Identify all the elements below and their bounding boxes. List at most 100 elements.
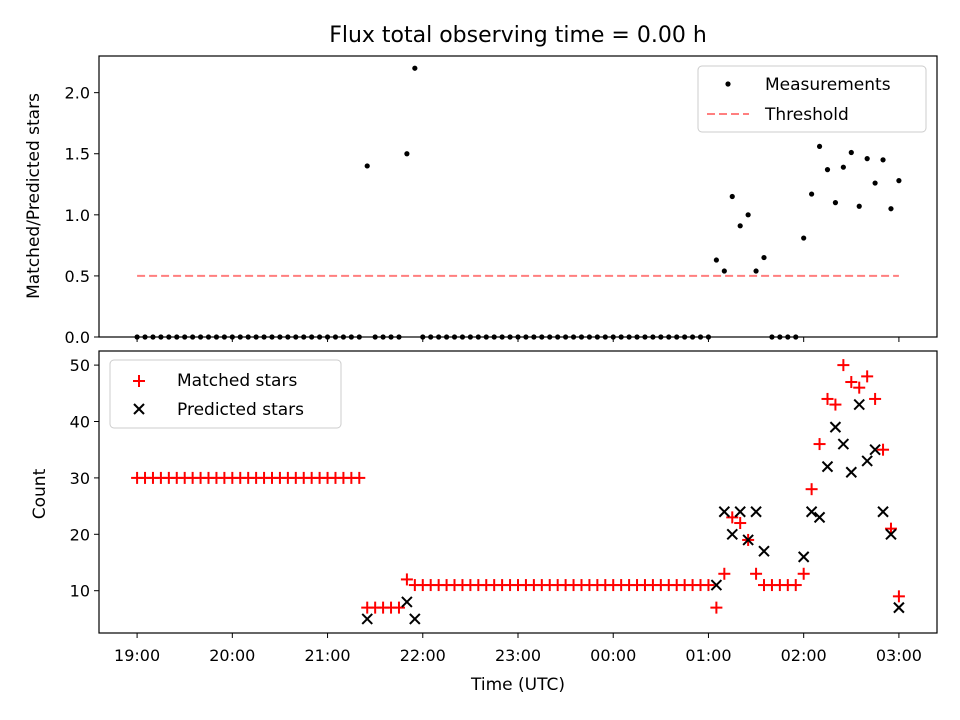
measurement-point [761,254,767,261]
chart-title: Flux total observing time = 0.00 h [329,23,707,48]
matched-star-point [750,567,763,580]
predicted-star-point [829,421,842,433]
matched-star-point [805,483,818,496]
predicted-star-point [821,460,834,473]
bottom-y-tick-label: 20 [70,525,90,544]
matched-star-point [353,471,366,484]
legend-measurements-marker [725,81,731,87]
matched-star-point [821,392,834,405]
predicted-star-point [361,613,373,625]
legend-matched-marker [133,375,145,387]
predicted-star-point [401,596,413,608]
measurement-point [816,143,823,150]
predicted-star-point [869,443,881,456]
measurement-point [856,203,862,209]
matched-star-point [829,398,842,411]
legend-matched-label: Matched stars [177,371,297,391]
predicted-star-point [710,579,723,591]
bottom-y-tick-label: 50 [70,356,90,375]
matched-star-point [813,438,826,451]
legend-predicted-label: Predicted stars [177,400,304,420]
x-tick-label: 02:00 [781,646,827,665]
measurement-point [888,206,894,212]
measurement-point [745,212,751,218]
top-y-axis-label: Matched/Predicted stars [24,93,44,299]
legend-measurements-label: Measurements [765,75,891,95]
measurement-point [896,178,902,184]
top-panel: 0.00.51.01.52.0 Matched/Predicted stars … [24,55,938,347]
matched-star-point [392,601,405,614]
measurement-point [880,157,886,163]
predicted-star-point [718,506,731,518]
matched-star-point [702,579,715,592]
predicted-star-point [750,506,762,518]
legend-threshold-label: Threshold [764,105,849,125]
measurement-point [872,180,878,186]
predicted-star-point [734,506,746,518]
measurement-point [848,149,854,156]
x-tick-label: 22:00 [400,646,446,665]
matched-star-point [837,359,850,372]
predicted-star-point [409,613,421,625]
matched-star-point [845,376,858,389]
bottom-legend: Matched stars Predicted stars [109,359,342,429]
top-y-axis: 0.0 0.5 1.0 1.5 2.0 [65,84,99,347]
matched-star-point [797,567,810,580]
matched-star-point [861,370,874,383]
matched-star-point [734,517,747,530]
top-legend: Measurements Threshold [697,65,927,133]
x-tick-label: 00:00 [590,646,636,665]
x-tick-label: 03:00 [876,646,922,665]
x-axis-label: Time (UTC) [470,675,565,695]
x-tick-label: 20:00 [209,646,255,665]
predicted-star-point [837,438,850,450]
matched-star-point [718,567,731,580]
predicted-star-point [813,511,826,524]
top-y-tick-label: 2.0 [65,84,90,103]
top-x-ticks [136,337,900,342]
measurement-point [404,151,410,157]
bottom-y-axis: 10 20 30 40 50 [70,356,99,601]
bottom-x-axis: 19:00 20:00 21:00 22:00 23:00 00:00 01:00 02:00… [114,633,922,665]
top-plot-area [134,65,902,340]
predicted-star-point [758,545,770,557]
measurement-point [729,193,735,200]
predicted-star-point [805,506,818,518]
measurement-point [737,223,743,229]
measurement-point [412,65,418,71]
x-tick-label: 01:00 [685,646,731,665]
predicted-star-point [885,528,897,541]
measurement-point [832,200,839,206]
measurement-point [721,268,727,274]
x-tick-label: 23:00 [495,646,541,665]
predicted-star-point [877,506,889,518]
matched-star-point [877,443,890,456]
top-y-tick-label: 1.0 [65,206,90,225]
bottom-y-tick-label: 10 [70,582,90,601]
predicted-star-point [853,398,865,411]
bottom-panel: 10 20 30 40 50 19:00 20:00 21:00 22:00 23:00 00:0… [30,350,938,695]
matched-star-point [892,590,905,603]
top-legend-box [697,65,927,133]
bottom-legend-box [109,359,342,429]
measurement-point [713,257,719,263]
matched-star-point [710,601,723,614]
predicted-star-point [861,455,873,467]
predicted-star-point [845,466,858,478]
measurement-point [364,163,370,169]
measurement-point [809,191,815,197]
matched-star-point [884,522,897,535]
measurement-point [824,167,831,173]
predicted-star-point [726,528,738,541]
bottom-plot-area [131,359,905,625]
top-y-tick-label: 0.5 [65,267,90,286]
predicted-star-point [797,551,810,563]
matched-star-point [789,579,802,592]
predicted-star-point [893,601,905,614]
top-y-tick-label: 1.5 [65,145,90,164]
top-y-tick-label: 0.0 [65,328,90,347]
matched-star-point [726,511,739,524]
x-tick-label: 21:00 [304,646,350,665]
matched-star-point [853,381,866,394]
